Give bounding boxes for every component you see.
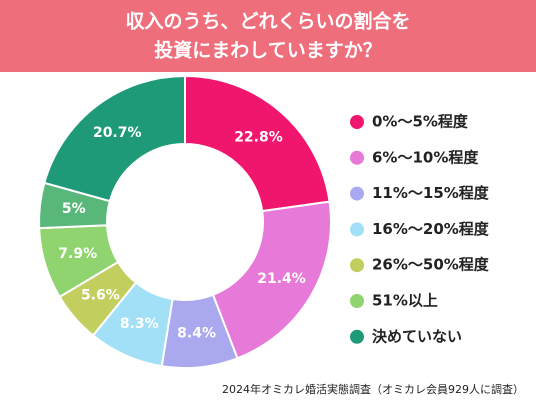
legend-label: 0%〜5%程度	[372, 113, 469, 131]
legend-label: 6%〜10%程度	[372, 148, 479, 166]
legend-label: 11%〜15%程度	[372, 184, 490, 202]
value-label: 7.9%	[58, 246, 97, 262]
legend-swatch	[350, 294, 364, 308]
legend-label: 51%以上	[372, 292, 438, 310]
legend-swatch	[350, 186, 364, 201]
donut-slice	[43, 74, 186, 203]
value-label: 20.7%	[93, 125, 142, 141]
donut-slice	[211, 200, 332, 360]
legend-label: 16%〜20%程度	[372, 220, 490, 238]
source-note: 2024年オミカレ婚活実態調査（オミカレ会員929人に調査）	[222, 382, 524, 396]
legend-swatch	[350, 115, 364, 129]
header-banner	[0, 0, 536, 72]
value-label: 22.8%	[234, 129, 283, 145]
value-label: 21.4%	[257, 271, 306, 287]
legend-swatch	[350, 150, 364, 165]
chart-title: 収入のうち、どれくらいの割合を	[125, 10, 410, 33]
legend-swatch	[350, 258, 364, 273]
chart-title: 投資にまわしていますか？	[154, 39, 381, 62]
value-label: 8.4%	[177, 325, 216, 341]
donut-slice	[184, 74, 331, 213]
value-label: 8.3%	[120, 316, 159, 332]
value-label: 5%	[62, 201, 86, 217]
legend-swatch	[350, 329, 364, 344]
legend-label: 26%〜50%程度	[372, 256, 490, 274]
legend-label: 決めていない	[372, 327, 462, 345]
value-label: 5.6%	[81, 287, 120, 303]
legend-swatch	[350, 222, 364, 237]
